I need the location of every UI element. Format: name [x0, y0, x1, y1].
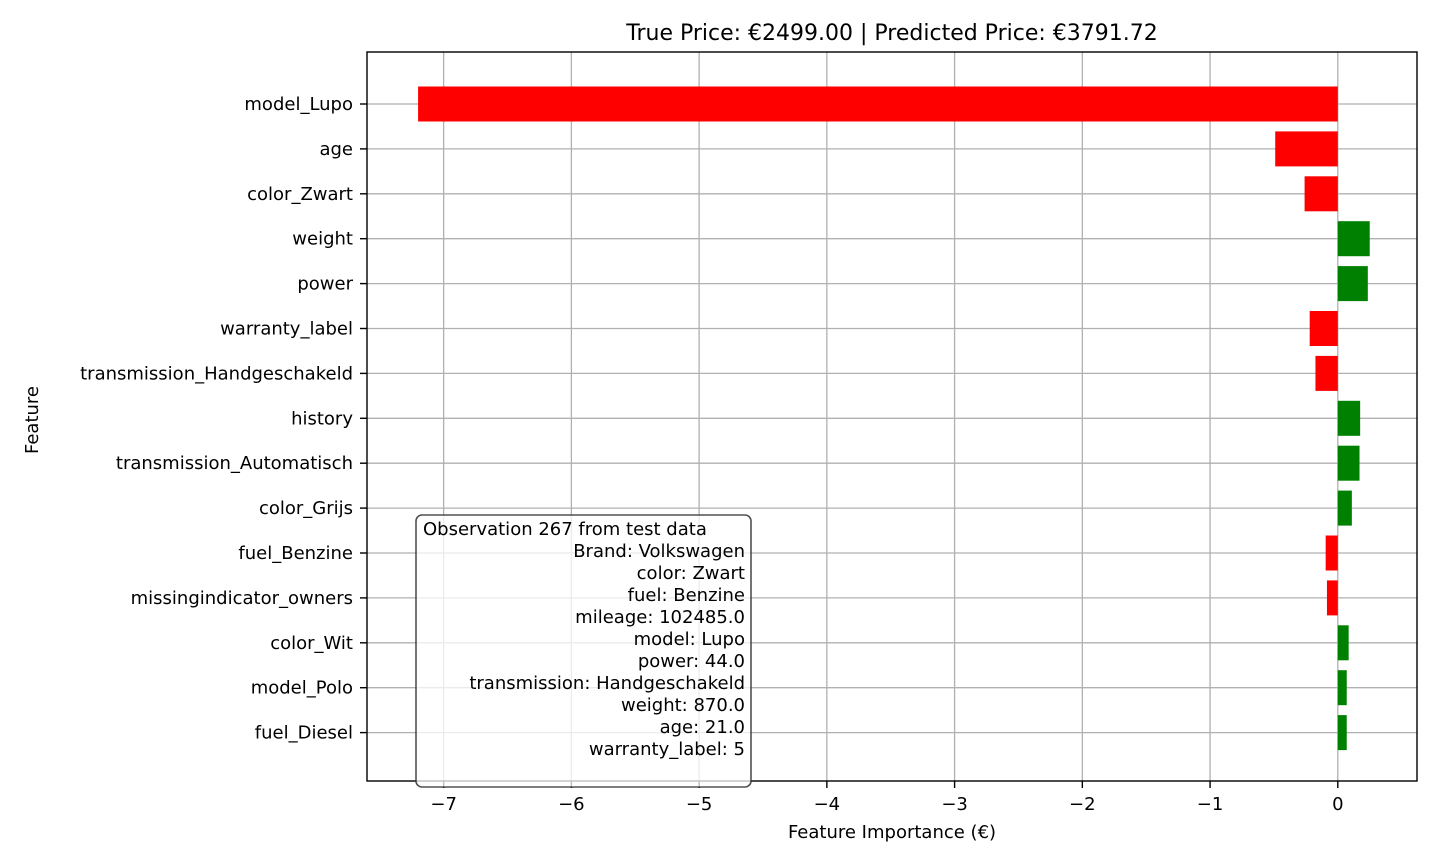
x-tick-label: −1 [1197, 794, 1224, 815]
y-tick-label: color_Grijs [259, 498, 353, 519]
y-tick-label: warranty_label [220, 319, 353, 340]
x-tick-label: 0 [1332, 794, 1343, 815]
y-tick-label: power [297, 274, 353, 295]
info-box-heading: Observation 267 from test data [423, 519, 707, 540]
bar-history [1337, 400, 1361, 436]
observation-info-box: Observation 267 from test data Brand: Vo… [415, 514, 752, 788]
x-axis-label: Feature Importance (€) [788, 822, 996, 843]
info-box-line: weight: 870.0 [621, 695, 745, 716]
plot-frame [366, 51, 1418, 782]
bars [418, 86, 1370, 751]
bar-model_Lupo [418, 86, 1338, 122]
x-tick-label: −7 [430, 794, 457, 815]
x-tick-label: −4 [814, 794, 841, 815]
grid-lines [367, 52, 1417, 781]
x-tick-label: −5 [686, 794, 713, 815]
info-box-line: Brand: Volkswagen [573, 541, 745, 562]
info-box-line: mileage: 102485.0 [575, 607, 745, 628]
x-tick-label: −2 [1069, 794, 1096, 815]
info-box-line: color: Zwart [637, 563, 745, 584]
y-tick-label: color_Zwart [247, 184, 353, 205]
bar-fuel_Benzine [1325, 535, 1338, 571]
bar-age [1275, 131, 1338, 167]
info-box-line: power: 44.0 [638, 651, 745, 672]
y-tick-label: fuel_Diesel [255, 723, 353, 744]
bar-model_Polo [1337, 670, 1347, 706]
bar-transmission_Handgeschakeld [1315, 355, 1338, 391]
bar-color_Grijs [1337, 490, 1352, 526]
y-tick-label: color_Wit [270, 633, 353, 654]
bar-power [1337, 266, 1368, 302]
bar-weight [1337, 221, 1370, 257]
bar-fuel_Diesel [1337, 715, 1347, 751]
info-box-line: transmission: Handgeschakeld [469, 673, 745, 694]
y-tick-label: model_Polo [251, 678, 353, 699]
y-tick-label: age [319, 139, 353, 160]
bar-color_Zwart [1304, 176, 1338, 212]
bar-color_Wit [1337, 625, 1349, 661]
y-tick-label: weight [292, 229, 353, 250]
y-tick-label: transmission_Automatisch [116, 453, 353, 474]
info-box-frame [415, 514, 752, 788]
y-axis-label: Feature [22, 386, 43, 454]
info-box-line: warranty_label: 5 [589, 739, 745, 760]
info-box-line: fuel: Benzine [628, 585, 745, 606]
bar-missingindicator_owners [1326, 580, 1338, 616]
bar-warranty_label [1309, 311, 1338, 346]
x-tick-label: −3 [941, 794, 968, 815]
y-tick-label: missingindicator_owners [131, 588, 353, 609]
y-tick-label: model_Lupo [244, 94, 353, 115]
y-tick-label: history [291, 408, 353, 429]
chart-title: True Price: €2499.00 | Predicted Price: … [625, 21, 1157, 46]
info-box-line: age: 21.0 [660, 717, 745, 738]
x-tick-label: −6 [558, 794, 585, 815]
y-tick-label: transmission_Handgeschakeld [80, 363, 353, 384]
bar-transmission_Automatisch [1337, 445, 1360, 481]
y-tick-label: fuel_Benzine [238, 543, 353, 564]
x-axis-ticks: −7 −6 −5 −4 −3 −2 −1 0 [430, 781, 1344, 815]
info-box-line: model: Lupo [634, 629, 745, 650]
